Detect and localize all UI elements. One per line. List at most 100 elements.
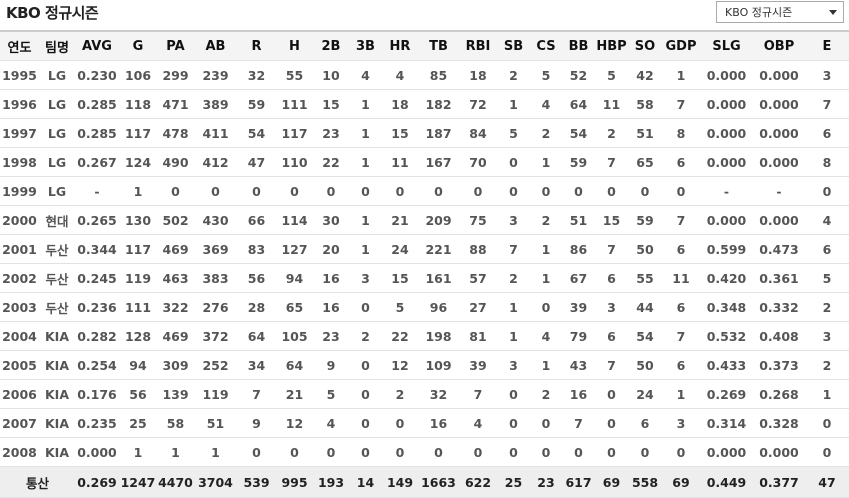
cell: 12 [276,408,313,438]
total-cell: 69 [595,466,628,498]
cell: 5 [530,60,562,90]
cell: 1 [194,437,237,467]
cell: 0.254 [75,350,119,380]
cell: 383 [194,263,237,293]
cell: 109 [418,350,459,380]
cell: 1 [349,89,382,119]
total-cell: 23 [530,466,562,498]
season-select[interactable]: KBO 정규시즌 [716,1,844,23]
cell: 161 [418,263,459,293]
cell: 1 [497,89,530,119]
cell: 56 [237,263,276,293]
cell: 0.000 [700,89,753,119]
column-header: SLG [700,30,753,61]
cell: LG [39,118,75,148]
cell: 55 [276,60,313,90]
total-cell: 69 [662,466,700,498]
column-header: G [119,30,157,61]
cell: 2007 [0,408,39,438]
cell: 81 [459,321,497,351]
cell: 21 [382,205,418,235]
cell: 6 [662,147,700,177]
cell: 1 [157,437,194,467]
cell: 0.000 [753,437,805,467]
cell: 209 [418,205,459,235]
cell: 1 [530,263,562,293]
total-row: 통산 0.269 1247 4470 3704 539 995 193 14 149 1663 622… [0,466,849,498]
cell: 0.285 [75,89,119,119]
column-header: E [805,30,849,61]
cell: 0.269 [700,379,753,409]
cell: 0.473 [753,234,805,264]
cell: 0 [595,408,628,438]
data-row: 2004 KIA 0.282 128 469 372 64 105 23 2 22 198 81 1 4 79… [0,321,849,351]
data-row: 2005 KIA 0.254 94 309 252 34 64 9 0 12 109 39 3 1 43 7 50… [0,350,849,380]
cell: 22 [313,147,349,177]
cell: 5 [497,118,530,148]
cell: 23 [313,321,349,351]
cell: 0 [459,176,497,206]
cell: 7 [459,379,497,409]
cell: 75 [459,205,497,235]
cell: 66 [237,205,276,235]
cell: 4 [313,408,349,438]
cell: 0.267 [75,147,119,177]
total-cell: 0.377 [753,466,805,498]
cell: 2 [595,118,628,148]
cell: 1995 [0,60,39,90]
cell: 52 [562,60,595,90]
column-header: HR [382,30,418,61]
cell: 0 [349,408,382,438]
cell: 7 [662,321,700,351]
cell: 1 [662,60,700,90]
cell: 32 [237,60,276,90]
cell: 0.230 [75,60,119,90]
column-header: CS [530,30,562,61]
column-header: AVG [75,30,119,61]
cell: 59 [628,205,662,235]
cell: 1 [119,437,157,467]
cell: 0 [382,176,418,206]
cell: 412 [194,147,237,177]
cell: 11 [595,89,628,119]
cell: 두산 [39,234,75,264]
cell: 299 [157,60,194,90]
cell: 1996 [0,89,39,119]
cell: 65 [628,147,662,177]
data-row: 1998 LG 0.267 124 490 412 47 110 22 1 11 167 70 0 1 59 7… [0,147,849,177]
cell: 94 [119,350,157,380]
cell: 16 [313,292,349,322]
cell: 4 [459,408,497,438]
cell: 276 [194,292,237,322]
cell: 28 [237,292,276,322]
total-cell: 193 [313,466,349,498]
cell: 430 [194,205,237,235]
cell: 1998 [0,147,39,177]
cell: 0 [276,176,313,206]
cell: 7 [562,408,595,438]
column-header: 2B [313,30,349,61]
cell: 0 [595,437,628,467]
column-header: R [237,30,276,61]
column-header: 팀명 [39,30,75,61]
cell: 18 [459,60,497,90]
cell: 0.332 [753,292,805,322]
cell: 0.000 [700,437,753,467]
cell: 23 [313,118,349,148]
column-header: GDP [662,30,700,61]
cell: 114 [276,205,313,235]
cell: 490 [157,147,194,177]
cell: 187 [418,118,459,148]
cell: 0 [276,437,313,467]
cell: 0.000 [753,147,805,177]
column-header: SB [497,30,530,61]
cell: 118 [119,89,157,119]
cell: 9 [237,408,276,438]
cell: 471 [157,89,194,119]
cell: 1 [119,176,157,206]
column-header: AB [194,30,237,61]
cell: 2004 [0,321,39,351]
cell: 0 [530,408,562,438]
title: KBO 정규시즌 [6,4,99,22]
cell: 0.000 [753,89,805,119]
